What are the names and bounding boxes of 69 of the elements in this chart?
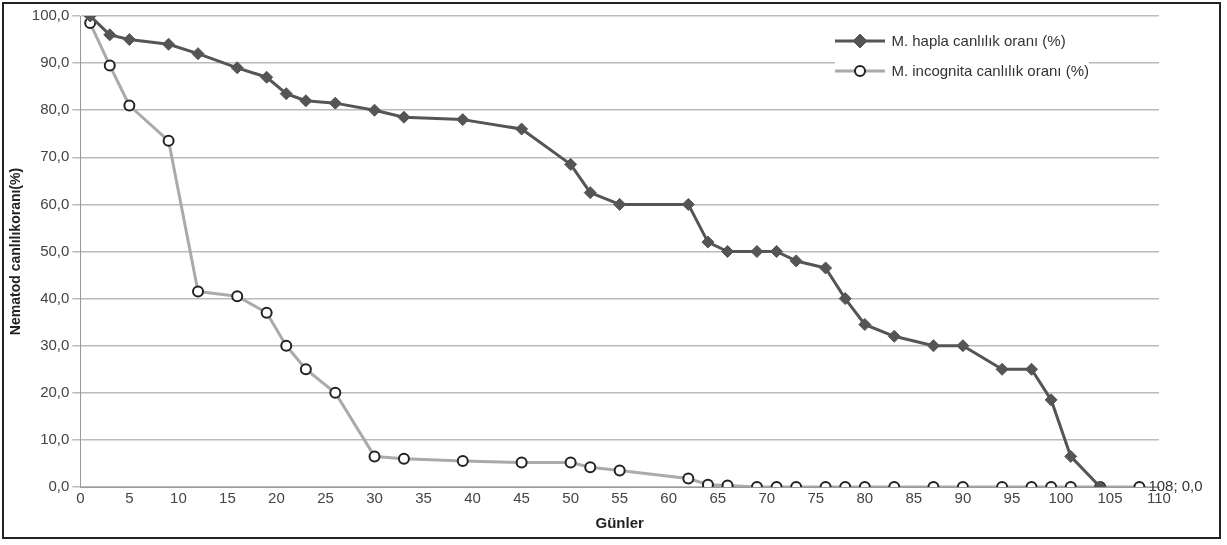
point [819, 261, 833, 275]
x-tick-label: 5 [125, 489, 134, 507]
y-axis-title: Nematod canlılıkoranı(%) [7, 167, 24, 336]
point [328, 96, 342, 110]
point [162, 37, 176, 51]
point [456, 113, 470, 127]
point [1044, 393, 1058, 407]
x-axis-title: Günler [595, 514, 644, 532]
y-tick-label: 0,0 [48, 477, 70, 495]
legend-label: M. incognita canlılık oranı (%) [891, 61, 1089, 81]
point [770, 245, 784, 258]
y-tick-label: 50,0 [40, 241, 70, 259]
y-tick-label: 90,0 [40, 53, 70, 71]
point [789, 254, 803, 268]
x-tick-label: 15 [219, 489, 236, 507]
x-tick-label: 0 [76, 489, 85, 507]
y-tick-label: 60,0 [40, 194, 70, 212]
y-tick-label: 80,0 [40, 100, 70, 118]
point [956, 339, 970, 353]
x-tick-label: 30 [366, 489, 383, 507]
y-tick-label: 10,0 [40, 430, 70, 448]
x-tick-label: 50 [562, 489, 579, 507]
x-tick-label: 95 [1003, 489, 1021, 507]
point [122, 33, 136, 47]
y-tick-label: 70,0 [40, 147, 70, 165]
x-tick-label: 105 [1097, 489, 1123, 507]
point [887, 329, 901, 343]
point [583, 186, 597, 200]
point [564, 157, 578, 171]
x-tick-label: 75 [807, 489, 825, 507]
x-tick-label: 25 [317, 489, 334, 507]
y-tick-label: 20,0 [40, 382, 70, 400]
point [368, 103, 382, 117]
legend-label: M. hapla canlılık oranı (%) [891, 31, 1066, 51]
x-tick-label: 70 [758, 489, 776, 507]
x-tick-label: 35 [415, 489, 432, 507]
point [103, 28, 117, 42]
x-tick-label: 20 [268, 489, 285, 507]
x-tick-label: 65 [709, 489, 727, 507]
x-tick-label: 100 [1048, 489, 1074, 507]
x-tick-label: 60 [660, 489, 678, 507]
point [279, 87, 293, 101]
point [397, 110, 411, 124]
point [681, 197, 695, 211]
point [191, 47, 205, 61]
point [1064, 449, 1078, 463]
point [721, 245, 735, 258]
x-tick-label: 10 [170, 489, 187, 507]
x-tick-label: 90 [954, 489, 972, 507]
x-tick-label: 45 [513, 489, 530, 507]
point [260, 70, 274, 84]
point [858, 318, 872, 332]
point [1025, 362, 1039, 376]
x-tick-label: 55 [611, 489, 629, 507]
point [926, 339, 940, 353]
x-tick-label: 85 [905, 489, 923, 507]
point [515, 122, 529, 136]
x-tick-label: 80 [856, 489, 874, 507]
y-tick-label: 40,0 [40, 288, 70, 306]
y-tick-label: 100,0 [31, 6, 70, 24]
point [613, 197, 627, 211]
point [750, 245, 764, 258]
x-tick-label: 40 [464, 489, 481, 507]
point [838, 292, 852, 306]
point [230, 61, 244, 75]
point [299, 94, 313, 108]
point [995, 362, 1009, 376]
point [701, 235, 715, 249]
y-tick-label: 30,0 [40, 335, 70, 353]
